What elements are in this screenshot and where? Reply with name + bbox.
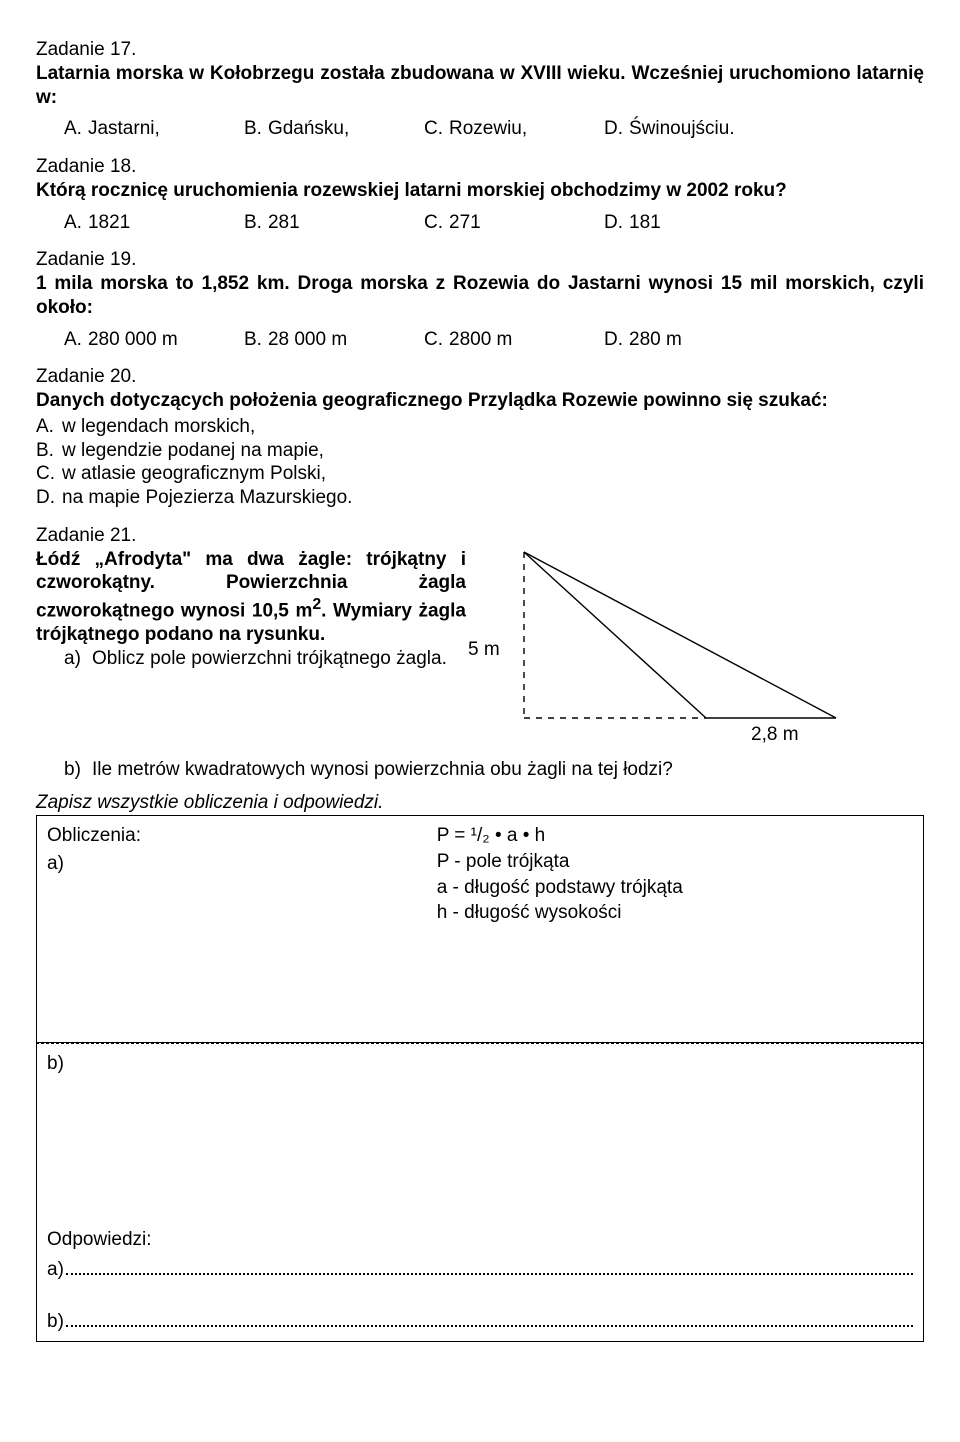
choice-18-b[interactable]: B. 281 [244,211,384,235]
choice-text: Jastarni, [88,118,160,139]
answer-line-b: b) [47,1310,913,1334]
obliczenia-label: Obliczenia: [47,824,141,848]
sub-label: a) [64,647,92,671]
choice-label: A. [64,118,82,139]
task-18: Zadanie 18. Którą rocznicę uruchomienia … [36,155,924,234]
dots-icon [66,1312,913,1326]
choice-label: C. [424,118,443,139]
formula-line: h - długość wysokości [437,901,913,925]
task-20-heading: Zadanie 20. [36,365,924,389]
choice-label: D. [604,212,623,233]
choice-label: A. [64,329,82,350]
answer-b-label: b) [47,1310,64,1334]
choice-label: C. [424,329,443,350]
choice-18-c[interactable]: C. 271 [424,211,564,235]
task-19-question: 1 mila morska to 1,852 km. Droga morska … [36,272,924,320]
calc-a-label: a) [47,852,141,876]
choice-label: B. [244,329,262,350]
triangle-svg [476,548,856,748]
answers-box: Odpowiedzi: a) b) [36,1220,924,1342]
answer-20-b[interactable]: B.w legendzie podanej na mapie, [36,439,924,463]
write-instruction: Zapisz wszystkie obliczenia i odpowiedzi… [36,791,924,815]
choice-19-a[interactable]: A. 280 000 m [64,328,204,352]
choice-label: D. [604,118,623,139]
task-21: Zadanie 21. Łódź „Afrodyta" ma dwa żagle… [36,524,924,1343]
choice-17-a[interactable]: A. Jastarni, [64,117,204,141]
choice-text: Rozewiu, [449,118,527,139]
answer-text: w atlasie geograficznym Polski, [62,462,326,486]
choice-17-b[interactable]: B. Gdańsku, [244,117,384,141]
calc-box-mid: b) [36,1044,924,1220]
answer-text: na mapie Pojezierza Mazurskiego. [62,486,352,510]
choice-text: 280 000 m [88,329,178,350]
task-18-choices: A. 1821 B. 281 C. 271 D. 181 [64,211,924,235]
answer-20-d[interactable]: D.na mapie Pojezierza Mazurskiego. [36,486,924,510]
height-label: 5 m [468,638,500,662]
task-20: Zadanie 20. Danych dotyczących położenia… [36,365,924,510]
choice-text: 28 000 m [268,329,347,350]
choice-18-a[interactable]: A. 1821 [64,211,204,235]
answer-label: D. [36,486,62,510]
choice-18-d[interactable]: D. 181 [604,211,744,235]
calc-box-top: Obliczenia: a) P = ¹/₂ • a • h P - pole … [36,815,924,1043]
answer-label: A. [36,415,62,439]
choice-label: C. [424,212,443,233]
task-19-heading: Zadanie 19. [36,248,924,272]
task-17: Zadanie 17. Latarnia morska w Kołobrzegu… [36,38,924,141]
choice-text: Gdańsku, [268,118,349,139]
answer-text: w legendach morskich, [62,415,255,439]
formula-line: P - pole trójkąta [437,850,913,874]
task-19-choices: A. 280 000 m B. 28 000 m C. 2800 m D. 280 m [64,328,924,352]
choice-text: 271 [449,212,481,233]
task-21-text: Łódź „Afrodyta" ma dwa żagle: trójkątny … [36,548,466,671]
sub-question-b: b)Ile metrów kwadratowych wynosi powierz… [64,758,924,782]
sub-question-a: a)Oblicz pole powierzchni trójkątnego ża… [64,647,466,671]
choice-19-d[interactable]: D. 280 m [604,328,744,352]
choice-text: Świnoujściu. [629,118,735,139]
page: Zadanie 17. Latarnia morska w Kołobrzegu… [0,0,960,1382]
q-sup: 2 [312,596,321,613]
formula-line: P = ¹/₂ • a • h [437,824,913,848]
task-17-question: Latarnia morska w Kołobrzegu została zbu… [36,62,924,110]
choice-label: A. [64,212,82,233]
task-21-heading: Zadanie 21. [36,524,924,548]
odpowiedzi-label: Odpowiedzi: [47,1228,913,1252]
answer-label: B. [36,439,62,463]
sub-text: Ile metrów kwadratowych wynosi powierzch… [92,758,673,782]
sub-label: b) [64,758,92,782]
choice-19-c[interactable]: C. 2800 m [424,328,564,352]
answer-20-c[interactable]: C.w atlasie geograficznym Polski, [36,462,924,486]
base-label: 2,8 m [751,723,799,747]
choice-label: B. [244,212,262,233]
calc-b-label: b) [47,1052,913,1076]
sub-text: Oblicz pole powierzchni trójkątnego żagl… [92,647,447,671]
answer-a-label: a) [47,1258,64,1282]
task-20-answers: A.w legendach morskich, B.w legendzie po… [36,415,924,510]
task-18-question: Którą rocznicę uruchomienia rozewskiej l… [36,179,924,203]
task-21-question: Łódź „Afrodyta" ma dwa żagle: trójkątny … [36,548,466,647]
answer-line-a: a) [47,1258,913,1282]
task-20-question: Danych dotyczących położenia geograficzn… [36,389,924,413]
choice-text: 1821 [88,212,130,233]
choice-text: 280 m [629,329,682,350]
task-18-heading: Zadanie 18. [36,155,924,179]
formula-block: P = ¹/₂ • a • h P - pole trójkąta a - dł… [437,824,913,1034]
dots-icon [66,1260,913,1274]
task-19: Zadanie 19. 1 mila morska to 1,852 km. D… [36,248,924,351]
choice-text: 281 [268,212,300,233]
choice-text: 181 [629,212,661,233]
answer-text: w legendzie podanej na mapie, [62,439,324,463]
answer-label: C. [36,462,62,486]
choice-label: B. [244,118,262,139]
choice-17-c[interactable]: C. Rozewiu, [424,117,564,141]
formula-line: a - długość podstawy trójkąta [437,876,913,900]
task-17-heading: Zadanie 17. [36,38,924,62]
task-17-choices: A. Jastarni, B. Gdańsku, C. Rozewiu, D. Świn… [64,117,924,141]
choice-17-d[interactable]: D. Świnoujściu. [604,117,744,141]
triangle-figure: 5 m 2,8 m [476,548,856,758]
choice-19-b[interactable]: B. 28 000 m [244,328,384,352]
answer-20-a[interactable]: A.w legendach morskich, [36,415,924,439]
choice-text: 2800 m [449,329,512,350]
choice-label: D. [604,329,623,350]
